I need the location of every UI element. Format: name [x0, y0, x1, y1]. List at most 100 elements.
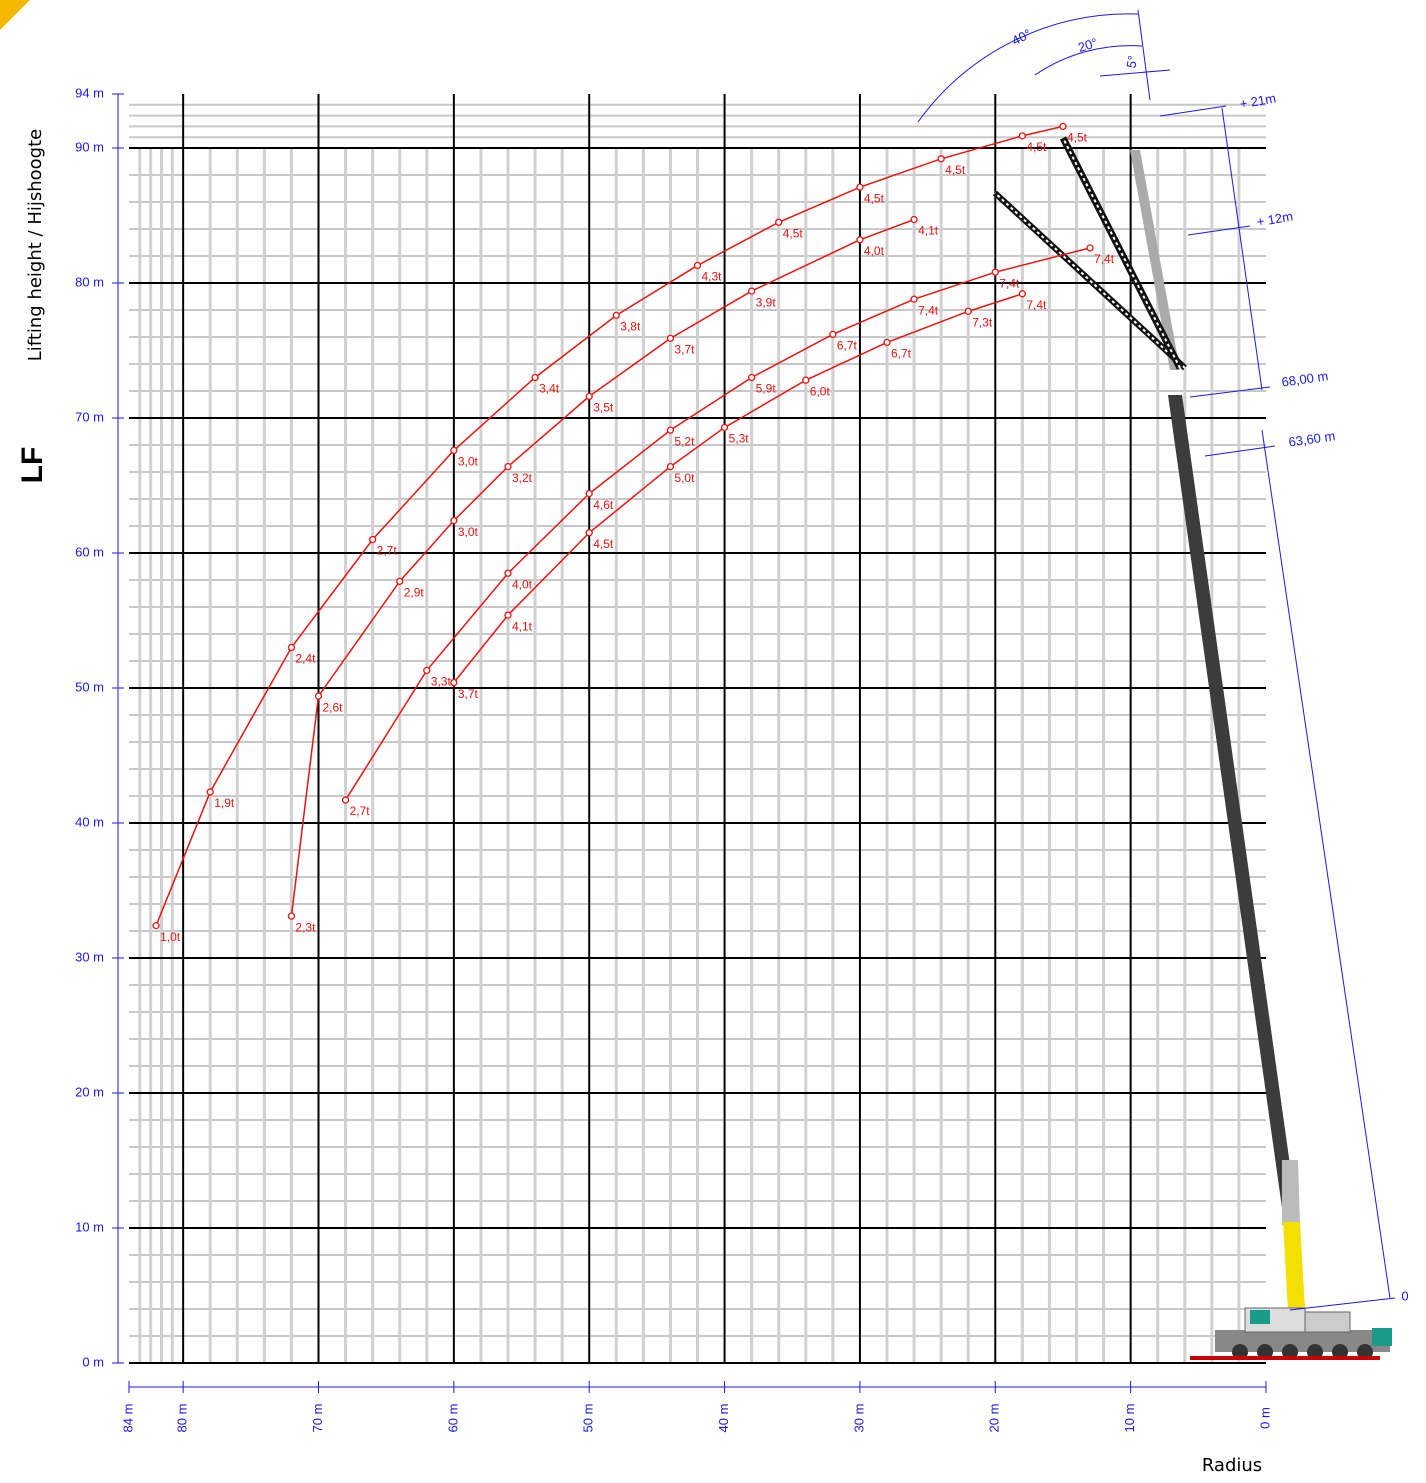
load-label: 7,4t — [999, 276, 1020, 290]
load-point — [152, 921, 160, 930]
load-point — [585, 489, 593, 498]
load-label: 3,2t — [512, 471, 533, 485]
load-point — [1059, 122, 1067, 131]
load-label: 4,0t — [512, 577, 533, 591]
load-label: 5,0t — [674, 471, 695, 485]
load-point — [856, 236, 864, 244]
load-point — [910, 215, 918, 224]
load-label: 2,3t — [295, 920, 316, 934]
x-tick-label: 0 m — [1257, 1407, 1272, 1429]
load-label: 7,3t — [972, 316, 993, 330]
load-label: 6,7t — [891, 347, 912, 361]
load-point — [666, 462, 675, 471]
load-point — [341, 796, 350, 804]
load-point — [856, 183, 864, 191]
load-label: 4,1t — [918, 224, 939, 238]
load-point — [504, 611, 512, 619]
load-point — [991, 268, 999, 276]
x-tick-label: 60 m — [445, 1404, 460, 1433]
dimension-label: + 21m — [1239, 90, 1278, 111]
load-curve — [453, 293, 1023, 684]
load-label: 4,5t — [945, 163, 966, 177]
load-label: 4,5t — [783, 226, 804, 240]
load-point — [666, 426, 675, 434]
load-point — [747, 373, 756, 382]
load-point — [423, 666, 431, 675]
load-point — [396, 577, 404, 585]
load-point — [1018, 290, 1027, 298]
load-label: 2,9t — [404, 586, 425, 600]
dimension-label: 63,60 m — [1288, 428, 1337, 449]
x-tick-label: 10 m — [1122, 1404, 1137, 1433]
load-point — [1018, 132, 1027, 140]
load-label: 3,8t — [620, 320, 641, 334]
load-label: 5,3t — [729, 432, 750, 446]
load-point — [504, 462, 512, 471]
load-point — [585, 529, 593, 537]
load-label: 2,6t — [323, 700, 344, 714]
load-point — [287, 643, 296, 652]
load-point — [747, 287, 756, 295]
load-point — [693, 261, 702, 270]
x-tick-label: 20 m — [987, 1404, 1002, 1433]
load-label: 3,7t — [674, 343, 695, 357]
load-label: 3,5t — [593, 401, 614, 415]
load-label: 4,3t — [702, 270, 723, 284]
load-curve — [290, 218, 915, 917]
y-tick-label: 90 m — [75, 139, 104, 154]
load-point — [964, 307, 972, 316]
load-label: 4,0t — [864, 244, 885, 258]
load-label: 4,6t — [593, 498, 614, 512]
load-label: 6,7t — [837, 338, 858, 352]
x-tick-label: 30 m — [851, 1404, 866, 1433]
load-label: 4,5t — [1026, 140, 1047, 154]
x-tick-label: 40 m — [716, 1404, 731, 1433]
dimension-label: 5° — [1123, 54, 1140, 69]
crane — [992, 136, 1392, 1360]
load-point — [666, 334, 675, 343]
dimension-label: 0 — [1401, 1288, 1408, 1303]
load-label: 3,3t — [431, 675, 452, 689]
load-label: 3,9t — [756, 295, 777, 309]
load-point — [450, 446, 458, 455]
load-label: 4,5t — [593, 537, 614, 551]
load-label: 7,4t — [918, 303, 939, 317]
load-point — [206, 788, 214, 796]
load-label: 1,9t — [214, 796, 235, 810]
load-point — [910, 295, 918, 303]
load-curve — [344, 247, 1091, 801]
load-label: 2,7t — [377, 544, 398, 558]
load-label: 3,7t — [458, 687, 479, 701]
x-axis-label: Radius — [1202, 1455, 1262, 1476]
load-point — [585, 392, 593, 401]
dimension-label: 40° — [1009, 26, 1033, 48]
x-tick-label: 80 m — [175, 1404, 190, 1433]
load-label: 1,0t — [160, 930, 181, 944]
load-label: 5,2t — [674, 434, 695, 448]
y-tick-label: 94 m — [75, 85, 104, 100]
load-label: 4,5t — [1067, 131, 1088, 145]
load-label: 5,9t — [756, 382, 777, 396]
load-label: 4,5t — [864, 191, 885, 205]
load-point — [287, 912, 296, 920]
load-point — [531, 373, 539, 382]
plot: 1,0t 1,9t 2,4t 2,7t 3,0t 3,4t 3,8t 4,3t 4,5t 4,5t… — [152, 122, 1115, 944]
load-label: 3,4t — [539, 382, 560, 396]
y-tick-label: 70 m — [75, 409, 104, 424]
load-point — [775, 218, 783, 226]
x-tick-label: 84 m — [120, 1404, 135, 1433]
dimension-label: 68,00 m — [1281, 368, 1330, 389]
y-tick-label: 60 m — [75, 544, 104, 559]
y-tick-label: 20 m — [75, 1084, 104, 1099]
load-point — [314, 692, 323, 700]
side-title: LF — [16, 447, 49, 484]
load-point — [829, 330, 837, 338]
load-point — [720, 423, 729, 432]
dimension-label: + 12m — [1256, 208, 1295, 229]
y-axis-label: Lifting height / Hijshoogte — [25, 129, 46, 361]
load-point — [612, 311, 620, 320]
load-point — [450, 516, 458, 525]
load-label: 4,1t — [512, 619, 533, 633]
y-tick-label: 50 m — [75, 679, 104, 694]
load-label: 3,0t — [458, 455, 479, 469]
